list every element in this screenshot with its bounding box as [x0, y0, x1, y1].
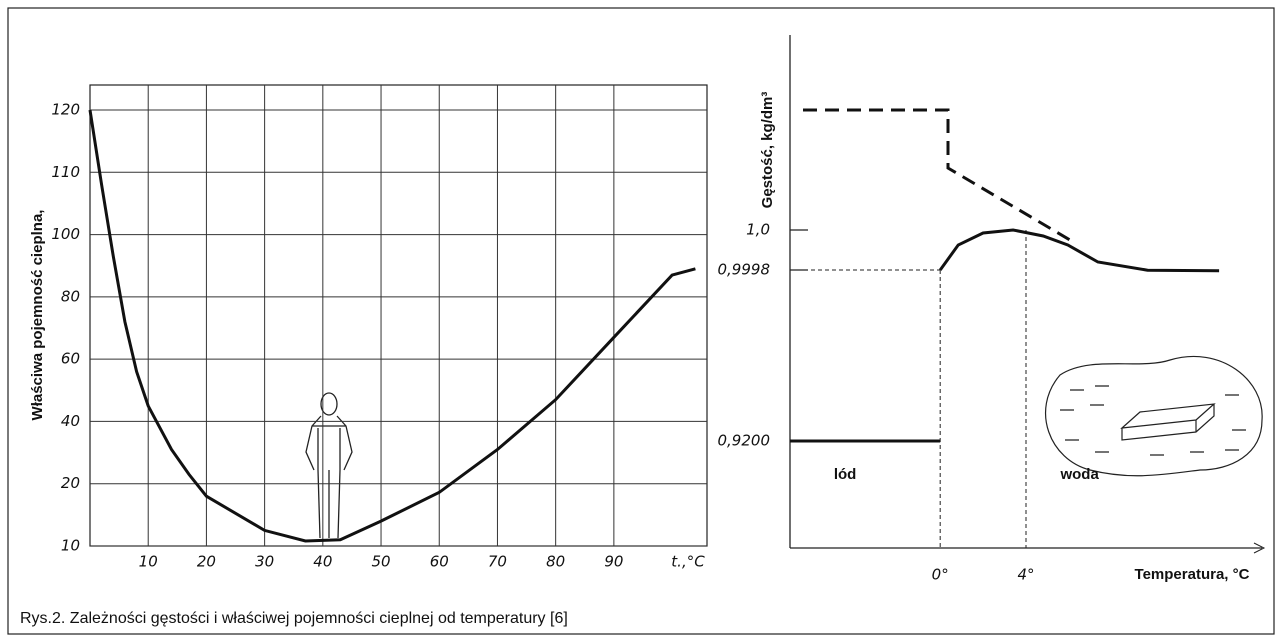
- y-axis-label: Właściwa pojemność cieplna,: [29, 210, 46, 421]
- dashed-extrapolation: [803, 110, 1070, 240]
- x-tick-label: 70: [488, 553, 507, 571]
- y-tick-label: 110: [51, 163, 80, 181]
- y-tick-label: 100: [51, 225, 80, 243]
- caption: Rys.2. Zależności gęstości i właściwej p…: [20, 610, 568, 627]
- plot-frame: [90, 85, 707, 546]
- y-tick-label: 80: [61, 287, 80, 305]
- y-tick-label: 20: [61, 474, 80, 492]
- x-tick-label: 50: [371, 553, 390, 571]
- x-tick-label: 30: [255, 553, 274, 571]
- x-tick-label: 90: [604, 553, 623, 571]
- x-tick-label: 40: [313, 553, 332, 571]
- data-line: [940, 230, 1219, 271]
- x-tick-label: 60: [430, 553, 449, 571]
- y-tick-label: 1,0: [746, 221, 770, 239]
- person-figure: [306, 393, 352, 538]
- page: Rys.2. Zależności gęstości i właściwej p…: [0, 0, 1282, 643]
- figure: Rys.2. Zależności gęstości i właściwej p…: [0, 0, 1282, 643]
- x-tick-label: 80: [546, 553, 565, 571]
- x-axis-label: t.,°C: [671, 553, 705, 571]
- water-ice-illustration: [1046, 356, 1263, 475]
- series-label: woda: [1059, 466, 1099, 483]
- y-tick-label: 0,9200: [718, 432, 771, 450]
- x-tick-label: 4°: [1017, 566, 1034, 584]
- series-label: lód: [834, 466, 857, 483]
- y-axis-label: Gęstość, kg/dm³: [759, 92, 776, 209]
- y-tick-label: 40: [61, 412, 80, 430]
- y-tick-label: 10: [61, 537, 80, 555]
- x-tick-label: 10: [139, 553, 158, 571]
- y-tick-label: 60: [61, 350, 80, 368]
- y-tick-label: 120: [51, 101, 80, 119]
- x-tick-label: 20: [197, 553, 216, 571]
- x-tick-label: 0°: [932, 566, 949, 584]
- y-tick-label: 0,9998: [718, 261, 771, 279]
- x-axis-label: Temperatura, °C: [1135, 566, 1250, 583]
- data-line: [90, 110, 695, 541]
- frame: [8, 8, 1274, 634]
